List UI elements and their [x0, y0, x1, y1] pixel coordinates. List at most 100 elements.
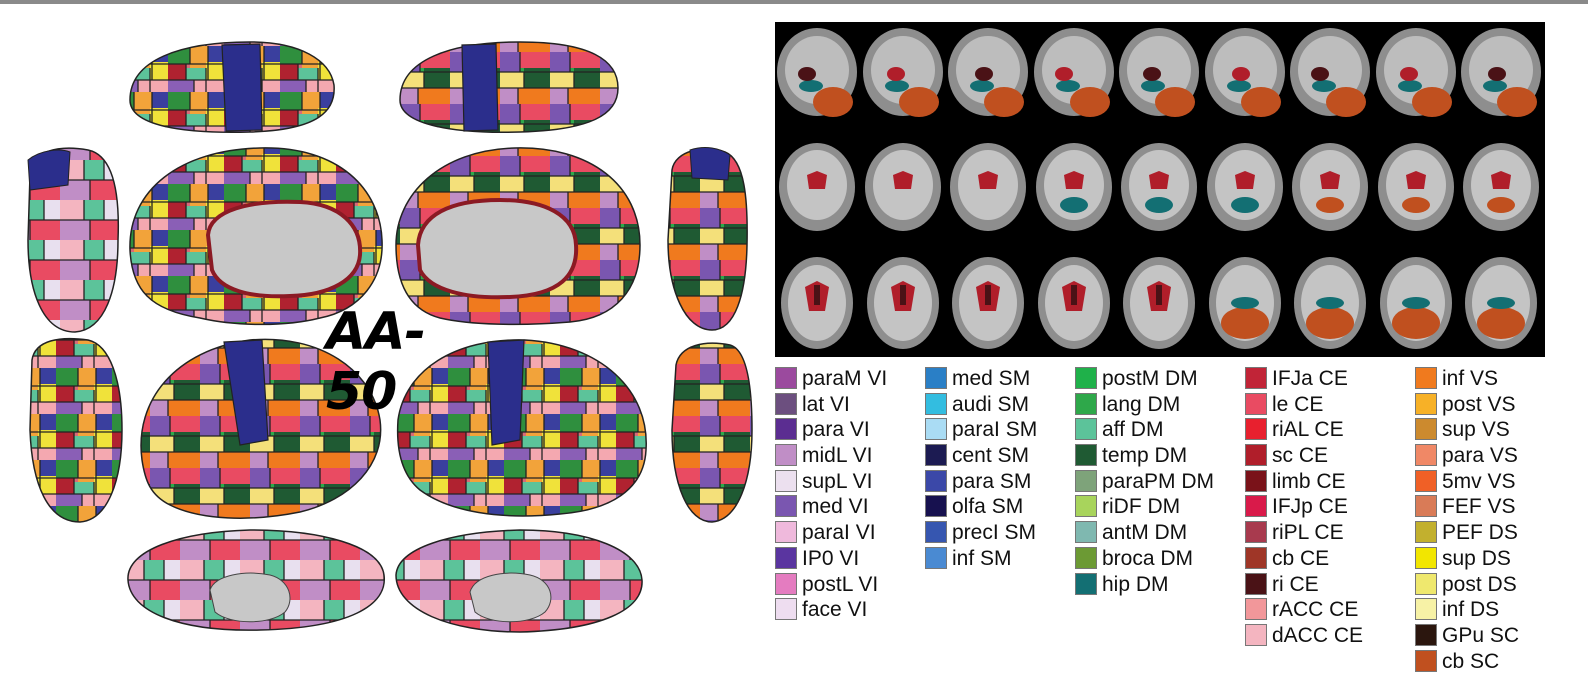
- axial-slice: [1288, 251, 1373, 355]
- legend-swatch: [925, 367, 947, 389]
- legend-label: paraI SM: [952, 418, 1038, 442]
- legend-label: para VI: [802, 418, 870, 442]
- legend-label: GPu SC: [1442, 623, 1520, 647]
- legend-label: IFJa CE: [1272, 367, 1348, 390]
- legend-label: cb SC: [1442, 649, 1500, 673]
- coronal-slice: [1031, 137, 1117, 241]
- legend-swatch: [775, 495, 797, 518]
- legend-label: riPL CE: [1272, 521, 1344, 545]
- legend-label: postL VI: [802, 572, 879, 596]
- axial-slice: [1373, 251, 1459, 355]
- legend-label: med SM: [952, 367, 1031, 390]
- coronal-slice: [1202, 137, 1288, 241]
- legend-swatch: [1415, 572, 1437, 595]
- legend-label: inf SM: [952, 546, 1012, 570]
- legend-label: sup DS: [1442, 546, 1511, 570]
- legend-swatch: [1415, 469, 1437, 492]
- legend-swatch: [1245, 392, 1267, 415]
- axial-slice: [1202, 251, 1288, 355]
- coronal-slice: [1459, 137, 1544, 241]
- axial-slice-row: [775, 251, 1545, 355]
- cortical-surface-figure: [27, 41, 753, 633]
- legend-swatch: [1245, 521, 1267, 544]
- legend-swatch: [775, 444, 797, 467]
- coronal-slice: [946, 137, 1031, 241]
- legend-label: IFJp CE: [1272, 495, 1348, 519]
- legend-label: post VS: [1442, 392, 1516, 416]
- legend-label: riDF DM: [1102, 495, 1181, 519]
- legend-swatch: [1415, 649, 1437, 672]
- legend-label: post DS: [1442, 572, 1517, 596]
- legend-swatch: [1245, 623, 1267, 646]
- legend-swatch: [925, 521, 947, 544]
- legend-swatch: [925, 418, 947, 441]
- legend-label: le CE: [1272, 392, 1324, 416]
- legend-swatch: [775, 572, 797, 595]
- legend-swatch: [1245, 546, 1267, 569]
- cortical-surface-panel: AA-50: [0, 0, 770, 691]
- legend-swatch: [1075, 392, 1097, 415]
- legend-swatch: [1415, 392, 1437, 415]
- legend-swatch: [1415, 418, 1437, 441]
- axial-slice: [1031, 251, 1117, 355]
- legend-label: hip DM: [1102, 572, 1169, 596]
- coronal-slice: [1117, 137, 1202, 241]
- legend-swatch: [1245, 444, 1267, 467]
- legend-swatch: [775, 598, 797, 621]
- legend-label: cb CE: [1272, 546, 1330, 570]
- legend-label: ri CE: [1272, 572, 1319, 596]
- legend-label: olfa SM: [952, 495, 1024, 519]
- atlas-title: AA-50: [326, 302, 426, 422]
- coronal-slice-row: [775, 137, 1545, 241]
- legend-swatch: [1075, 546, 1097, 569]
- sagittal-slice: [775, 22, 860, 126]
- legend-label: lat VI: [802, 392, 850, 416]
- legend-swatch: [775, 521, 797, 544]
- legend-swatch: [775, 469, 797, 492]
- legend-swatch: [925, 495, 947, 518]
- legend-label: sup VS: [1442, 418, 1510, 442]
- legend-label: paraM VI: [802, 367, 888, 390]
- sagittal-slice: [1373, 22, 1459, 126]
- legend-label: paraI VI: [802, 521, 876, 545]
- legend-swatch: [1075, 572, 1097, 595]
- legend-label: temp DM: [1102, 444, 1188, 468]
- sagittal-slice: [860, 22, 946, 126]
- legend-swatch: [925, 392, 947, 415]
- sagittal-slice: [1031, 22, 1117, 126]
- legend-swatch: [1245, 367, 1267, 389]
- axial-slice: [946, 251, 1031, 355]
- legend-label: supL VI: [802, 469, 873, 493]
- legend-swatch: [775, 418, 797, 441]
- legend-label: inf DS: [1442, 598, 1500, 622]
- sagittal-slice: [1202, 22, 1288, 126]
- legend-label: midL VI: [802, 444, 873, 468]
- legend-swatch: [1415, 546, 1437, 569]
- legend-swatch: [775, 392, 797, 415]
- legend-swatch: [1245, 598, 1267, 621]
- legend-swatch: [1415, 367, 1437, 389]
- axial-slice: [860, 251, 946, 355]
- legend-label: riAL CE: [1272, 418, 1344, 442]
- sagittal-slice: [1459, 22, 1544, 126]
- legend-label: postM DM: [1102, 367, 1198, 390]
- axial-slice: [775, 251, 860, 355]
- legend-label: IP0 VI: [802, 546, 860, 570]
- legend-swatch: [925, 546, 947, 569]
- legend-swatch: [1415, 495, 1437, 518]
- axial-slice: [1117, 251, 1202, 355]
- axial-slice: [1459, 251, 1544, 355]
- legend-swatch: [1415, 444, 1437, 467]
- sagittal-slice: [1288, 22, 1373, 126]
- legend-label: cent SM: [952, 444, 1030, 468]
- legend-label: PEF DS: [1442, 521, 1518, 545]
- legend-swatch: [1245, 572, 1267, 595]
- legend-label: 5mv VS: [1442, 469, 1516, 493]
- legend-label: lang DM: [1102, 392, 1181, 416]
- legend-label: inf VS: [1442, 367, 1499, 390]
- sagittal-slice: [946, 22, 1031, 126]
- coronal-slice: [775, 137, 860, 241]
- legend-label: limb CE: [1272, 469, 1346, 493]
- legend-swatch: [1075, 521, 1097, 544]
- top-rule: [0, 0, 1588, 4]
